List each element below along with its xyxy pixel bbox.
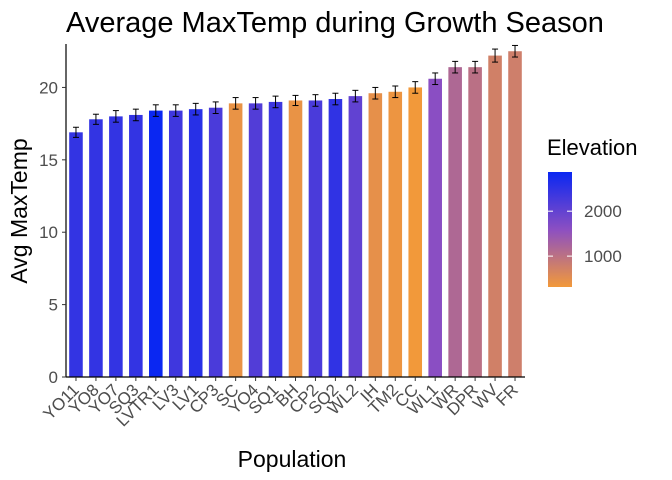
x-tick-label: FR: [492, 380, 521, 409]
error-bar-lvtr1: [152, 104, 159, 117]
bar-wl1: [428, 78, 442, 377]
error-bar-lv3: [172, 104, 179, 117]
bar-sq3: [129, 114, 143, 377]
bar-lv1: [188, 109, 203, 378]
bar-wl2: [348, 96, 363, 378]
legend-ticks: 2000 1000: [548, 202, 622, 266]
bar-cp3: [208, 107, 223, 377]
y-axis-title: Avg MaxTemp: [6, 138, 32, 283]
bar-fr: [508, 51, 522, 377]
error-bar-dpr: [472, 60, 479, 74]
bar-sq2: [328, 99, 343, 377]
bar-cp2: [308, 100, 323, 378]
y-tick-label: 15: [39, 151, 58, 170]
bar-wr: [448, 67, 462, 377]
error-bar-bh: [292, 94, 299, 107]
y-tick-label: 10: [39, 223, 58, 242]
bar-sc: [228, 103, 243, 377]
legend-colorbar: [548, 172, 572, 287]
bar-lv3: [168, 110, 183, 377]
y-tick-label: 20: [39, 78, 58, 97]
error-bar-yo8: [92, 113, 99, 125]
bar-wv: [488, 55, 502, 377]
error-bar-ih: [372, 86, 379, 100]
error-bar-cc: [412, 81, 419, 94]
legend-tick-label: 2000: [584, 202, 622, 221]
bar-sq1: [268, 101, 283, 378]
error-bar-sq2: [332, 92, 339, 106]
y-tick-label: 0: [49, 368, 58, 387]
error-bar-sq3: [132, 108, 139, 122]
x-axis-ticks: YO11YO8YO7SQ3LVTR1LV3LV1CP3SCYO4SQ1BHCP2…: [40, 377, 522, 430]
error-bar-yo4: [252, 97, 259, 110]
error-bar-fr: [512, 44, 519, 58]
bar-yo11: [69, 132, 83, 377]
bar-yo8: [89, 119, 103, 377]
error-bar-cp2: [312, 94, 319, 107]
bar-tm2: [388, 91, 403, 377]
plot-area: [69, 44, 522, 378]
error-bar-lv1: [192, 102, 199, 116]
bar-lvtr1: [149, 110, 163, 377]
legend-tick-label: 1000: [584, 247, 622, 266]
chart-title: Average MaxTemp during Growth Season: [66, 7, 604, 39]
error-bar-yo11: [72, 126, 79, 138]
y-axis-ticks: 0 5 10 15 20: [39, 78, 66, 387]
error-bar-wv: [492, 48, 499, 63]
error-bar-sq1: [272, 95, 279, 109]
y-tick-label: 5: [49, 296, 58, 315]
error-bar-wr: [452, 60, 459, 74]
bar-yo7: [109, 116, 123, 378]
color-legend: Elevation 2000 1000: [547, 135, 638, 287]
error-bar-tm2: [392, 85, 399, 99]
x-axis-title: Population: [238, 446, 347, 472]
bar-bh: [288, 100, 303, 378]
legend-title: Elevation: [547, 135, 638, 160]
error-bar-yo7: [112, 110, 119, 123]
bar-dpr: [468, 67, 482, 377]
error-bar-sc: [232, 97, 239, 110]
bar-cc: [408, 87, 423, 377]
error-bar-wl2: [352, 89, 359, 103]
bar-yo4: [248, 103, 263, 377]
bar-ih: [368, 93, 383, 378]
error-bar-cp3: [212, 101, 219, 114]
error-bar-wl1: [432, 72, 439, 86]
